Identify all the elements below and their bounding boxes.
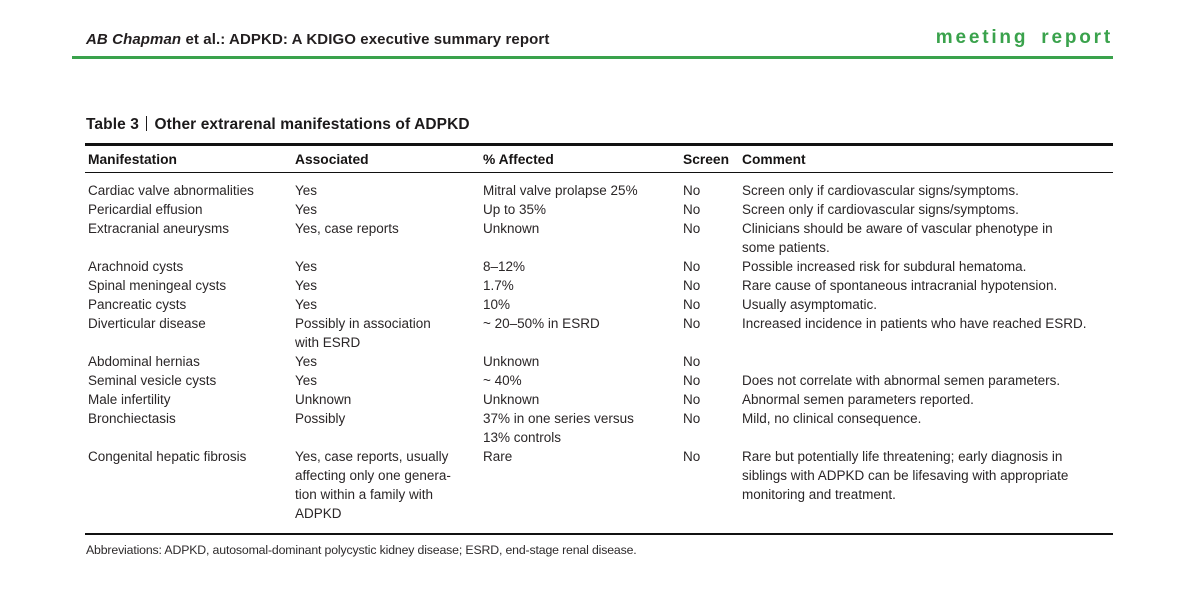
cell-associated: Yes <box>295 373 318 388</box>
section-label: meeting report <box>935 27 1113 48</box>
column-header-comment: Comment <box>742 152 806 167</box>
cell-comment: Screen only if cardiovascular signs/symp… <box>742 183 1019 198</box>
cell-affected: Unknown <box>483 354 540 369</box>
cell-screen: No <box>683 278 701 293</box>
cell-associated: Unknown <box>295 392 352 407</box>
cell-affected: Mitral valve prolapse 25% <box>483 183 638 198</box>
cell-affected: 10% <box>483 297 511 312</box>
cell-associated: Yes <box>295 354 318 369</box>
cell-comment: Usually asymptomatic. <box>742 297 878 312</box>
table-row: Bronchiectasis Possibly 37% in one serie… <box>85 409 1113 447</box>
title-divider-bar <box>145 116 148 131</box>
cell-manifestation: Male infertility <box>88 392 171 407</box>
table-row: Diverticular disease Possibly in associa… <box>85 314 1113 352</box>
cell-affected: 1.7% <box>483 278 514 293</box>
cell-manifestation: Spinal meningeal cysts <box>88 278 227 293</box>
cell-screen: No <box>683 183 701 198</box>
cell-comment: Rare but potentially life threatening; e… <box>742 449 1069 502</box>
cell-manifestation: Congenital hepatic fibrosis <box>88 449 247 464</box>
cell-screen: No <box>683 411 701 426</box>
cell-manifestation: Pericardial effusion <box>88 202 203 217</box>
cell-comment: Screen only if cardiovascular signs/symp… <box>742 202 1019 217</box>
cell-associated: Possibly <box>295 411 346 426</box>
cell-manifestation: Cardiac valve abnormalities <box>88 183 254 198</box>
cell-screen: No <box>683 354 701 369</box>
cell-associated: Yes <box>295 259 318 274</box>
cell-affected: Rare <box>483 449 513 464</box>
cell-associated: Possibly in association with ESRD <box>295 316 431 350</box>
column-header-manifestation: Manifestation <box>88 152 177 167</box>
table-title: Table 3 Other extrarenal manifestations o… <box>86 116 470 134</box>
data-table: Manifestation Associated % Affected Scre… <box>85 143 1113 535</box>
cell-affected: 8–12% <box>483 259 526 274</box>
cell-manifestation: Bronchiectasis <box>88 411 176 426</box>
table-row: Seminal vesicle cysts Yes ~ 40% No Does … <box>85 371 1113 390</box>
table-number: Table 3 <box>86 116 139 133</box>
table-row: Extracranial aneurysms Yes, case reports… <box>85 219 1113 257</box>
cell-affected: Unknown <box>483 221 540 236</box>
cell-screen: No <box>683 316 701 331</box>
table-footnote: Abbreviations: ADPKD, autosomal-dominant… <box>86 543 637 557</box>
running-head-authors: AB Chapman <box>86 31 182 48</box>
cell-comment: Abnormal semen parameters reported. <box>742 392 974 407</box>
table-caption: Other extrarenal manifestations of ADPKD <box>154 116 470 133</box>
cell-comment <box>742 352 1113 371</box>
cell-manifestation: Arachnoid cysts <box>88 259 184 274</box>
cell-associated: Yes, case reports <box>295 221 399 236</box>
running-head: AB Chapman et al.: ADPKD: A KDIGO execut… <box>86 31 549 48</box>
column-header-associated: Associated <box>295 152 369 167</box>
cell-affected: 37% in one series versus 13% controls <box>483 411 634 445</box>
table-row: Cardiac valve abnormalities Yes Mitral v… <box>85 181 1113 200</box>
cell-associated: Yes <box>295 278 318 293</box>
cell-associated: Yes <box>295 297 318 312</box>
cell-associated: Yes <box>295 183 318 198</box>
cell-comment: Clinicians should be aware of vascular p… <box>742 221 1053 255</box>
table-row: Male infertility Unknown Unknown No Abno… <box>85 390 1113 409</box>
cell-screen: No <box>683 221 701 236</box>
cell-screen: No <box>683 373 701 388</box>
page-header: AB Chapman et al.: ADPKD: A KDIGO execut… <box>86 28 1113 48</box>
table-section: Manifestation Associated % Affected Scre… <box>85 143 1113 558</box>
cell-affected: Up to 35% <box>483 202 547 217</box>
table-row: Congenital hepatic fibrosis Yes, case re… <box>85 447 1113 523</box>
table-row: Spinal meningeal cysts Yes 1.7% No Rare … <box>85 276 1113 295</box>
cell-affected: Unknown <box>483 392 540 407</box>
column-header-affected: % Affected <box>483 152 554 167</box>
cell-manifestation: Pancreatic cysts <box>88 297 187 312</box>
table-body: Cardiac valve abnormalities Yes Mitral v… <box>85 173 1113 533</box>
cell-comment: Mild, no clinical consequence. <box>742 411 922 426</box>
cell-associated: Yes <box>295 202 318 217</box>
table-row: Abdominal hernias Yes Unknown No <box>85 352 1113 371</box>
header-rule <box>72 56 1113 59</box>
cell-screen: No <box>683 392 701 407</box>
cell-screen: No <box>683 202 701 217</box>
cell-affected: ~ 40% <box>483 373 522 388</box>
cell-screen: No <box>683 449 701 464</box>
cell-comment: Possible increased risk for subdural hem… <box>742 259 1027 274</box>
cell-comment: Rare cause of spontaneous intracranial h… <box>742 278 1058 293</box>
cell-affected: ~ 20–50% in ESRD <box>483 316 600 331</box>
cell-manifestation: Diverticular disease <box>88 316 206 331</box>
column-header-screen: Screen <box>683 152 730 167</box>
cell-comment: Does not correlate with abnormal semen p… <box>742 373 1061 388</box>
cell-comment: Increased incidence in patients who have… <box>742 316 1087 331</box>
cell-manifestation: Seminal vesicle cysts <box>88 373 217 388</box>
table-row: Pancreatic cysts Yes 10% No Usually asym… <box>85 295 1113 314</box>
cell-screen: No <box>683 259 701 274</box>
table-row: Arachnoid cysts Yes 8–12% No Possible in… <box>85 257 1113 276</box>
cell-associated: Yes, case reports, usually affecting onl… <box>295 449 451 521</box>
cell-manifestation: Abdominal hernias <box>88 354 200 369</box>
cell-manifestation: Extracranial aneurysms <box>88 221 230 236</box>
cell-screen: No <box>683 297 701 312</box>
running-head-title: et al.: ADPKD: A KDIGO executive summary… <box>181 31 550 48</box>
table-row: Pericardial effusion Yes Up to 35% No Sc… <box>85 200 1113 219</box>
table-header-row: Manifestation Associated % Affected Scre… <box>85 146 1113 173</box>
